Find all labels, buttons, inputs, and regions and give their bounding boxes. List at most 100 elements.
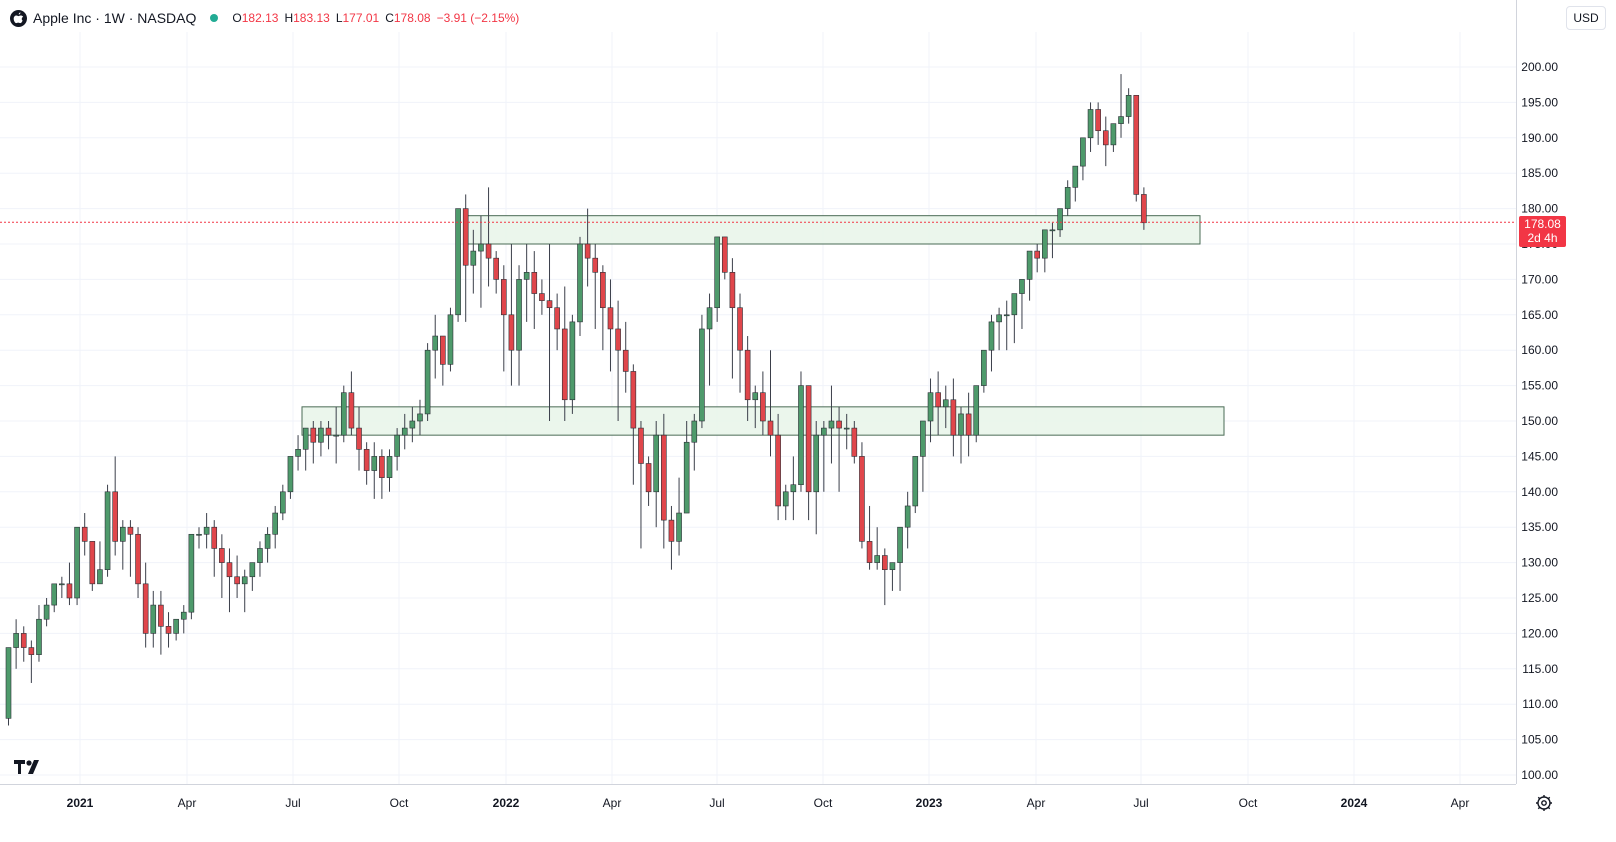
candle [89,541,96,591]
ohlc-legend: O182.13 H183.13 L177.01 C178.08 −3.91 (−… [232,11,519,25]
time-tick-label: 2023 [916,796,943,810]
candle [417,399,423,436]
candle-body [539,293,545,301]
time-tick-label: 2022 [493,796,520,810]
apple-icon [10,9,27,27]
candle-body [920,420,926,457]
candle-body [89,541,96,585]
candle [584,208,591,287]
open-label: O [232,11,242,25]
price-tick-label: 185.00 [1521,166,1558,180]
candle-body [546,300,553,309]
candle [219,534,225,598]
price-tick-label: 195.00 [1521,95,1558,109]
time-tick-label: Jul [1133,796,1148,810]
candle [142,562,149,648]
candle-body [66,583,73,599]
price-tick-label: 130.00 [1521,556,1558,570]
support-resistance-zone[interactable] [465,215,1201,245]
close-value: 178.08 [393,11,431,25]
candle-body [500,279,507,316]
candle-body [912,456,919,507]
candle [622,321,629,393]
price-axis[interactable]: 100.00 105.00 110.00 115.00 120.00 125.00 130.… [1516,0,1616,842]
symbol-title[interactable]: Apple Inc · 1W · NASDAQ [33,10,197,26]
candle-body [493,257,499,280]
candle [234,555,240,598]
candle-body [43,604,50,620]
price-tick-label: 190.00 [1521,131,1558,145]
time-tick-label: Oct [1239,796,1258,810]
candle [706,293,713,386]
time-axis[interactable]: 2021 Apr Jul Oct 2022 Apr Jul Oct 2023 Apr Jul Oct 2… [0,784,1516,842]
candle-body [150,604,157,634]
candle-body [1072,165,1079,188]
candle [180,605,187,634]
candle-body [310,427,317,443]
candle-body [302,427,309,450]
candle-body [996,314,1002,323]
currency-button[interactable]: USD [1566,6,1606,30]
candle-body [1049,229,1056,232]
candle-body [950,399,957,436]
candle [554,293,560,351]
candle-body [607,307,614,330]
candle [1072,165,1079,202]
candle [965,392,972,457]
candle-body [371,456,378,471]
gear-icon[interactable] [1534,793,1554,813]
candle [158,590,164,655]
candle [196,527,202,549]
candle [165,612,172,648]
candle-body [1011,293,1018,316]
candle-body [1042,229,1048,259]
candle [379,449,385,499]
price-tick-label: 105.00 [1521,733,1558,747]
candle [744,336,751,421]
candle-body [622,349,629,372]
candle-body [821,427,827,436]
candle [135,527,141,598]
candle [5,647,12,726]
candle-body [356,427,362,450]
tradingview-logo[interactable] [14,758,44,781]
candle [28,640,35,683]
candle [683,421,690,514]
candle [226,548,233,613]
candle [912,456,919,514]
candle [630,364,637,485]
candle-body [447,314,454,365]
candle [531,251,538,329]
candle [699,314,705,429]
candle [493,251,499,294]
candle-body [1125,95,1132,117]
candle [1110,123,1117,152]
candle-body [874,555,880,563]
candle-body [508,314,515,351]
candle [318,421,324,457]
candle-body [264,533,271,549]
time-tick-label: Apr [178,796,197,810]
candle-body [927,392,934,422]
price-tick-label: 165.00 [1521,308,1558,322]
candle [889,562,896,591]
candle [432,314,439,379]
candle [1019,279,1025,329]
candle [645,456,652,506]
time-tick-label: Apr [1027,796,1046,810]
candle-body [325,427,332,436]
candle-body [1141,194,1147,224]
time-tick-label: Apr [1451,796,1470,810]
candle-body [721,236,728,273]
candle-body [241,576,248,585]
candle-body [767,420,774,436]
candle-body [592,257,599,273]
candle [440,335,446,386]
candle-body [363,449,370,471]
candle [257,541,263,577]
candle-body [59,583,65,586]
candle-body [295,449,301,457]
candle-body [203,526,210,535]
candle [668,505,675,570]
